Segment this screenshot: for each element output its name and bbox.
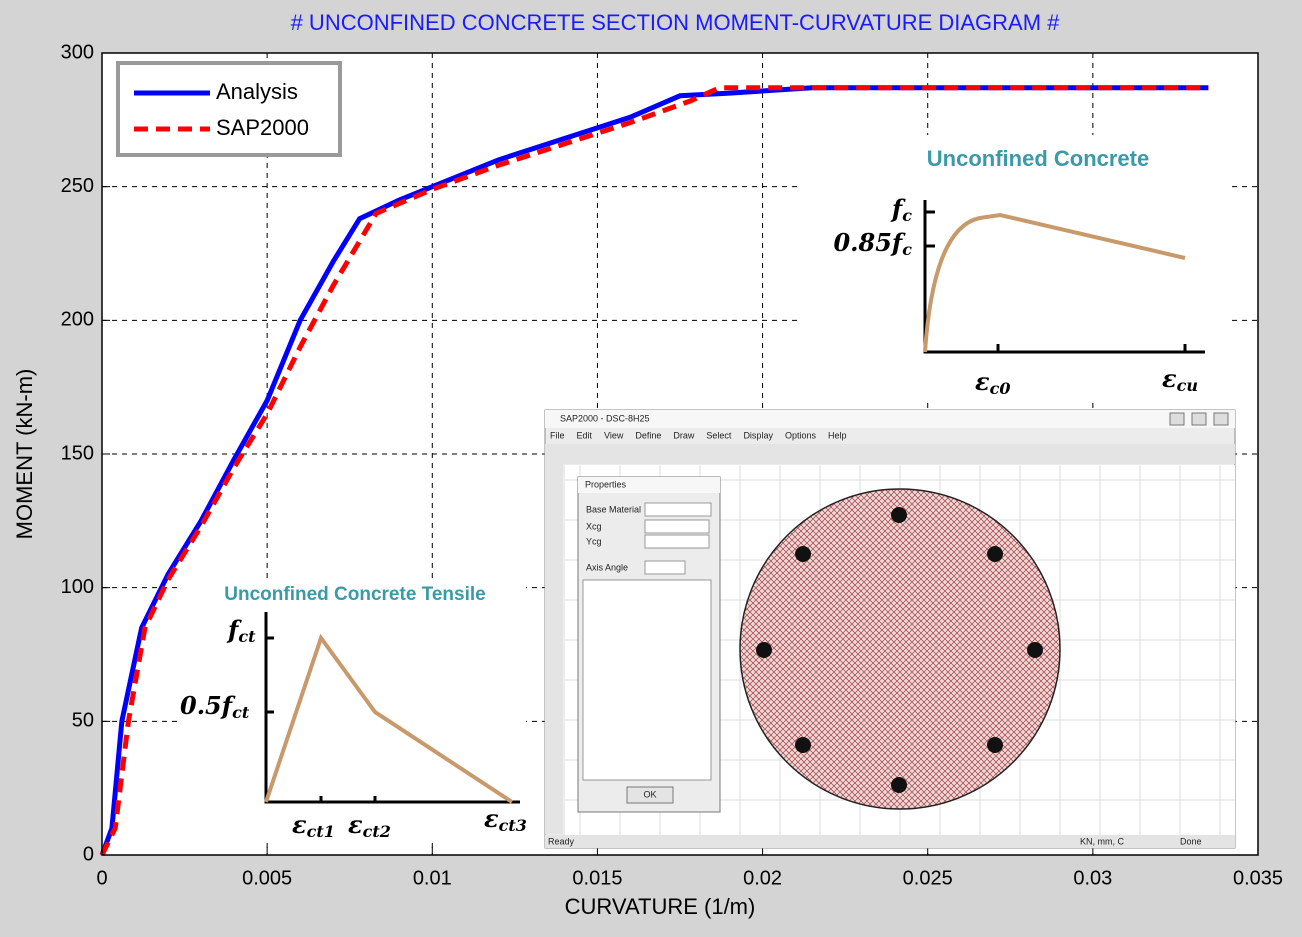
inset-label: 0.85fc — [833, 228, 912, 259]
inset-ticks — [925, 210, 1187, 352]
y-tick-label: 100 — [61, 576, 94, 598]
property-table — [582, 579, 712, 781]
title-bar — [545, 410, 1235, 428]
ok-label: OK — [643, 789, 656, 799]
inset-ticks — [266, 636, 377, 802]
inset-label: εct3 — [484, 804, 527, 835]
inset-title: Unconfined Concrete — [927, 146, 1149, 171]
x-tick-label: 0.025 — [903, 867, 953, 889]
tension-inset: Unconfined Concrete Tensile fct 0.5fct ε… — [178, 578, 527, 842]
window-button[interactable] — [1213, 412, 1229, 426]
window-button[interactable] — [1169, 412, 1185, 426]
ok-button[interactable] — [626, 786, 674, 804]
inset-label: fc — [890, 194, 912, 225]
menu-item[interactable]: Edit — [577, 430, 593, 440]
inset-label: 0.5fct — [180, 691, 250, 722]
menu-item[interactable]: Help — [828, 430, 847, 440]
inset-curve — [264, 633, 514, 804]
x-tick-label: 0.005 — [242, 867, 292, 889]
dialog-title-bar — [578, 477, 720, 493]
menu-item[interactable]: Draw — [673, 430, 695, 440]
field-label: Base Material — [586, 504, 641, 514]
inset-curve — [923, 212, 1186, 353]
menu-bar: File Edit View Define Draw Select Display Optio… — [550, 430, 847, 440]
menu-item[interactable]: View — [604, 430, 624, 440]
menu-item[interactable]: Define — [635, 430, 661, 440]
chart-title: # UNCONFINED CONCRETE SECTION MOMENT-CUR… — [291, 10, 1061, 35]
side-toolbar — [545, 464, 563, 834]
y-tick-label: 200 — [61, 309, 94, 331]
inset-label: εct1 — [292, 810, 335, 841]
legend-label: SAP2000 — [216, 115, 309, 140]
field-label: Ycg — [586, 536, 602, 546]
menu-item[interactable]: Display — [743, 430, 773, 440]
sap-window: SAP2000 - DSC-8H25 File Edit View Define Dra… — [544, 409, 1236, 849]
dialog-title: Properties — [585, 479, 627, 489]
x-tick-label: 0.015 — [572, 867, 622, 889]
field-input[interactable] — [644, 534, 710, 549]
legend: Analysis SAP2000 — [116, 61, 342, 157]
field-input[interactable] — [644, 502, 712, 517]
inset-label: fct — [226, 615, 256, 646]
y-tick-label: 50 — [72, 710, 94, 732]
inset-label: εct2 — [348, 810, 391, 841]
y-tick-label: 250 — [61, 175, 94, 197]
menu-item[interactable]: Options — [785, 430, 817, 440]
x-tick-label: 0.03 — [1073, 867, 1112, 889]
legend-box — [116, 61, 342, 157]
units: KN, mm, C — [1080, 836, 1124, 846]
y-tick-label: 300 — [61, 41, 94, 63]
lines — [99, 85, 1209, 857]
inset-bg — [798, 135, 1228, 400]
menu-item[interactable]: Select — [706, 430, 732, 440]
window-title: SAP2000 - DSC-8H25 — [560, 413, 650, 423]
x-tick-label: 0.01 — [413, 867, 452, 889]
y-axis-label: MOMENT (kN-m) — [12, 369, 37, 540]
status-bar — [545, 835, 1235, 848]
toolbar — [545, 444, 1235, 464]
field-input[interactable] — [644, 560, 686, 575]
series-line — [99, 85, 1209, 856]
x-tick-label: 0.035 — [1233, 867, 1283, 889]
y-tick-label: 0 — [83, 843, 94, 865]
inset-label: εcu — [1162, 364, 1198, 395]
inset-bg — [178, 578, 526, 842]
y-tick-label: 150 — [61, 442, 94, 464]
x-tick-label: 0 — [96, 867, 107, 889]
field-label: Xcg — [586, 521, 602, 531]
legend-label: Analysis — [216, 79, 298, 104]
field-input[interactable] — [644, 519, 710, 534]
done: Done — [1180, 836, 1202, 846]
compression-inset: Unconfined Concrete fc 0.85fc εc0 εcu — [798, 135, 1228, 400]
field-label: Axis Angle — [586, 562, 628, 572]
axes-frame — [101, 52, 1259, 856]
x-axis-label: CURVATURE (1/m) — [565, 894, 756, 919]
status: Ready — [548, 836, 575, 846]
section — [739, 488, 1061, 810]
rebars — [756, 507, 1043, 793]
inset-label: εc0 — [975, 367, 1010, 398]
inset-title: Unconfined Concrete Tensile — [224, 584, 485, 605]
x-tick-label: 0.02 — [743, 867, 782, 889]
menu-item[interactable]: File — [550, 430, 565, 440]
window-button[interactable] — [1191, 412, 1207, 426]
